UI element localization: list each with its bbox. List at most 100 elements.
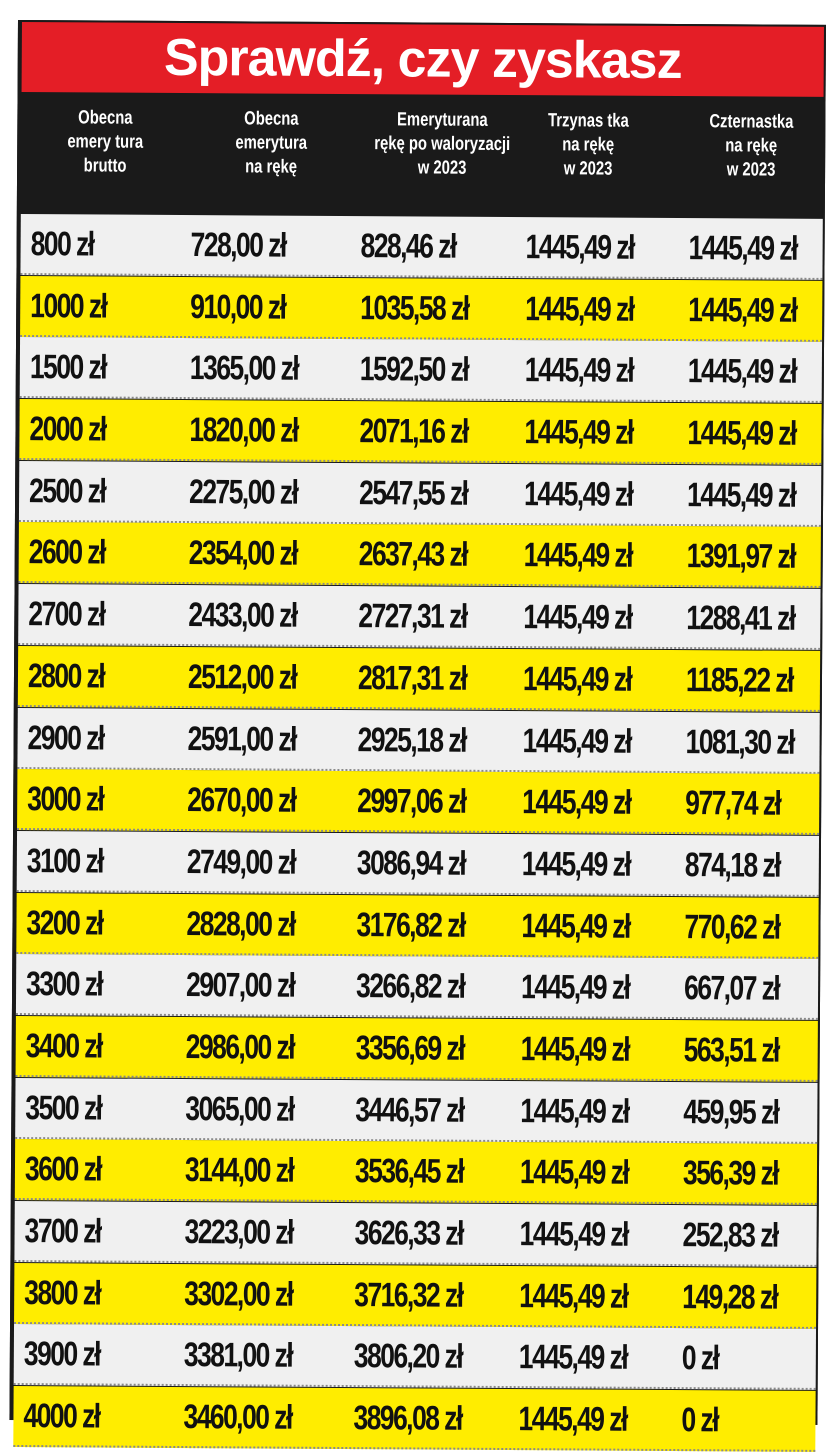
- table-row: 3700 zł 3223,00 zł 3626,33 zł 1445,49 zł 252…: [14, 1201, 817, 1267]
- thirteenth-cell: 1445,49 zł: [519, 1215, 628, 1254]
- table-row: 3800 zł 3302,00 zł 3716,32 zł 1445,49 zł 149…: [14, 1262, 817, 1329]
- net-pension-cell: 2828,00 zł: [186, 904, 295, 944]
- table-row: 2900 zł 2591,00 zł 2925,18 zł 1445,49 zł 108…: [17, 707, 820, 774]
- fourteenth-cell: 977,74 zł: [685, 784, 781, 823]
- table-title: Sprawdź, czy zyskasz: [163, 28, 682, 91]
- gross-pension-cell: 3800 zł: [24, 1273, 101, 1313]
- net-after-indexation-cell: 3446,57 zł: [355, 1090, 464, 1130]
- net-pension-cell: 2591,00 zł: [187, 719, 296, 759]
- header-gross-pension: Obecna emery tura brutto: [67, 107, 144, 177]
- table-row: 3100 zł 2749,00 zł 3086,94 zł 1445,49 zł 874…: [16, 830, 820, 897]
- fourteenth-cell: 1445,49 zł: [687, 414, 796, 453]
- net-pension-cell: 3144,00 zł: [184, 1151, 294, 1191]
- header-thirteenth: Trzynas tka na rękę w 2023: [547, 110, 629, 180]
- net-after-indexation-cell: 1592,50 zł: [359, 350, 469, 390]
- net-after-indexation-cell: 2637,43 zł: [358, 535, 468, 575]
- thirteenth-cell: 1445,49 zł: [519, 1276, 628, 1316]
- table-row: 2500 zł 2275,00 zł 2547,55 zł 1445,49 zł 144…: [18, 460, 822, 527]
- table-body: 800 zł 728,00 zł 828,46 zł 1445,49 zł 1445,4…: [13, 214, 823, 1453]
- thirteenth-cell: 1445,49 zł: [518, 1338, 628, 1378]
- thirteenth-cell: 1445,49 zł: [519, 1153, 629, 1193]
- gross-pension-cell: 1500 zł: [29, 348, 107, 387]
- fourteenth-cell: 563,51 zł: [683, 1031, 779, 1070]
- header-fourteenth: Czternastka na rękę w 2023: [709, 111, 794, 181]
- gross-pension-cell: 800 zł: [30, 225, 94, 264]
- thirteenth-cell: 1445,49 zł: [524, 413, 633, 452]
- thirteenth-cell: 1445,49 zł: [525, 289, 634, 329]
- net-pension-cell: 3065,00 zł: [185, 1089, 294, 1129]
- gross-pension-cell: 2900 zł: [27, 718, 104, 758]
- net-after-indexation-cell: 2071,16 zł: [359, 412, 468, 451]
- net-after-indexation-cell: 2925,18 zł: [357, 720, 466, 760]
- table-row: 3300 zł 2907,00 zł 3266,82 zł 1445,49 zł 667…: [15, 954, 819, 1021]
- header-net-pension: Obecna emerytura na rękę: [235, 108, 308, 178]
- table-row: 1500 zł 1365,00 zł 1592,50 zł 1445,49 zł 144…: [19, 337, 823, 404]
- gross-pension-cell: 3100 zł: [26, 841, 104, 881]
- fourteenth-cell: 1391,97 zł: [686, 537, 796, 577]
- gross-pension-cell: 3200 zł: [26, 903, 103, 943]
- gross-pension-cell: 3700 zł: [24, 1212, 101, 1251]
- gross-pension-cell: 3300 zł: [25, 965, 103, 1004]
- net-pension-cell: 2907,00 zł: [185, 966, 295, 1005]
- table-row: 3000 zł 2670,00 zł 2997,06 zł 1445,49 zł 977…: [17, 769, 820, 836]
- gross-pension-cell: 3500 zł: [25, 1088, 102, 1128]
- gross-pension-cell: 3400 zł: [25, 1027, 102, 1066]
- fourteenth-cell: 149,28 zł: [682, 1277, 778, 1317]
- gross-pension-cell: 2800 zł: [27, 656, 105, 696]
- fourteenth-cell: 1445,49 zł: [688, 229, 797, 268]
- fourteenth-cell: 1445,49 zł: [687, 352, 797, 392]
- thirteenth-cell: 1445,49 zł: [521, 844, 631, 884]
- fourteenth-cell: 0 zł: [681, 1339, 719, 1378]
- title-bar: Sprawdź, czy zyskasz: [21, 22, 824, 97]
- net-after-indexation-cell: 2547,55 zł: [359, 473, 468, 513]
- fourteenth-cell: 1185,22 zł: [685, 660, 793, 700]
- thirteenth-cell: 1445,49 zł: [522, 721, 631, 761]
- thirteenth-cell: 1445,49 zł: [524, 351, 634, 391]
- gross-pension-cell: 2600 zł: [28, 533, 105, 572]
- net-after-indexation-cell: 2727,31 zł: [358, 597, 467, 636]
- thirteenth-cell: 1445,49 zł: [522, 659, 632, 699]
- fourteenth-cell: 252,83 zł: [682, 1216, 778, 1255]
- net-pension-cell: 3302,00 zł: [184, 1274, 293, 1314]
- thirteenth-cell: 1445,49 zł: [523, 474, 633, 514]
- net-after-indexation-cell: 3356,69 zł: [355, 1029, 465, 1068]
- table-row: 2700 zł 2433,00 zł 2727,31 zł 1445,49 zł 128…: [18, 584, 821, 651]
- net-after-indexation-cell: 3176,82 zł: [356, 905, 465, 945]
- table-row: 2600 zł 2354,00 zł 2637,43 zł 1445,49 zł 139…: [18, 522, 821, 589]
- table-row: 2000 zł 1820,00 zł 2071,16 zł 1445,49 zł 144…: [19, 399, 822, 465]
- table-row: 3500 zł 3065,00 zł 3446,57 zł 1445,49 zł 459…: [15, 1077, 818, 1144]
- net-pension-cell: 2354,00 zł: [188, 534, 298, 574]
- fourteenth-cell: 1445,49 zł: [686, 475, 796, 515]
- net-after-indexation-cell: 1035,58 zł: [360, 288, 469, 328]
- net-after-indexation-cell: 3896,08 zł: [353, 1399, 462, 1438]
- net-after-indexation-cell: 3266,82 zł: [355, 967, 465, 1006]
- fourteenth-cell: 874,18 zł: [684, 845, 781, 885]
- gross-pension-cell: 2500 zł: [29, 471, 106, 511]
- net-pension-cell: 2670,00 zł: [187, 781, 296, 820]
- fourteenth-cell: 459,95 zł: [683, 1092, 779, 1132]
- gross-pension-cell: 2700 zł: [28, 595, 105, 634]
- table-header: Obecna emery tura brutto Obecna emerytur…: [20, 94, 824, 217]
- net-pension-cell: 910,00 zł: [190, 287, 286, 327]
- table-row: 3600 zł 3144,00 zł 3536,45 zł 1445,49 zł 356…: [14, 1139, 818, 1206]
- net-after-indexation-cell: 3806,20 zł: [353, 1337, 463, 1377]
- net-pension-cell: 2433,00 zł: [188, 596, 297, 635]
- thirteenth-cell: 1445,49 zł: [520, 1091, 629, 1131]
- table-row: 3200 zł 2828,00 zł 3176,82 zł 1445,49 zł 770…: [16, 892, 819, 959]
- net-after-indexation-cell: 3716,32 zł: [354, 1275, 463, 1315]
- thirteenth-cell: 1445,49 zł: [521, 906, 630, 946]
- net-pension-cell: 2512,00 zł: [187, 657, 297, 697]
- thirteenth-cell: 1445,49 zł: [522, 783, 631, 822]
- net-after-indexation-cell: 3536,45 zł: [354, 1152, 464, 1192]
- net-pension-cell: 1820,00 zł: [189, 411, 298, 450]
- thirteenth-cell: 1445,49 zł: [518, 1400, 627, 1439]
- net-after-indexation-cell: 828,46 zł: [360, 227, 456, 266]
- gross-pension-cell: 3000 zł: [27, 780, 104, 819]
- fourteenth-cell: 356,39 zł: [682, 1154, 779, 1193]
- net-pension-cell: 3460,00 zł: [183, 1398, 292, 1437]
- thirteenth-cell: 1445,49 zł: [523, 598, 632, 637]
- fourteenth-cell: 770,62 zł: [684, 907, 780, 947]
- net-pension-cell: 2275,00 zł: [189, 472, 298, 512]
- table-row: 1000 zł 910,00 zł 1035,58 zł 1445,49 zł 1445…: [20, 275, 823, 342]
- fourteenth-cell: 1288,41 zł: [686, 599, 795, 638]
